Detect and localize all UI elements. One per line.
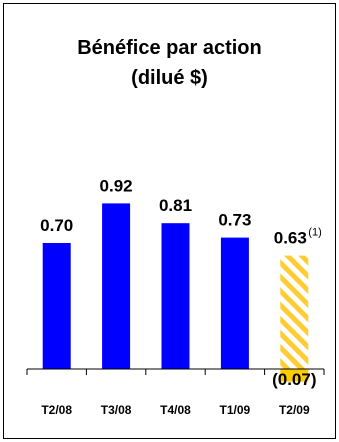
- value-label-2: 0.81: [159, 196, 192, 215]
- tick-label-4: T2/09: [279, 403, 310, 417]
- tick-label-1: T3/08: [101, 403, 132, 417]
- tick-label-3: T1/09: [220, 403, 251, 417]
- negative-bar: [280, 369, 309, 382]
- tick-label-0: T2/08: [41, 403, 72, 417]
- footnote-marker: (1): [308, 227, 321, 239]
- negative-value-label: (0.07): [272, 370, 316, 389]
- tick-label-2: T4/08: [160, 403, 191, 417]
- chart-title-line1: Bénéfice par action: [77, 37, 262, 59]
- value-label-3: 0.73: [218, 211, 251, 230]
- value-label-4: 0.63: [274, 229, 307, 248]
- bar-hatched-4: [280, 255, 309, 369]
- bar-0: [42, 243, 71, 369]
- bar-1: [102, 203, 131, 369]
- bar-3: [220, 237, 249, 369]
- bar-2: [161, 223, 190, 369]
- value-label-0: 0.70: [40, 216, 73, 235]
- chart-title-line2: (dilué $): [131, 67, 208, 89]
- value-label-1: 0.92: [100, 176, 133, 195]
